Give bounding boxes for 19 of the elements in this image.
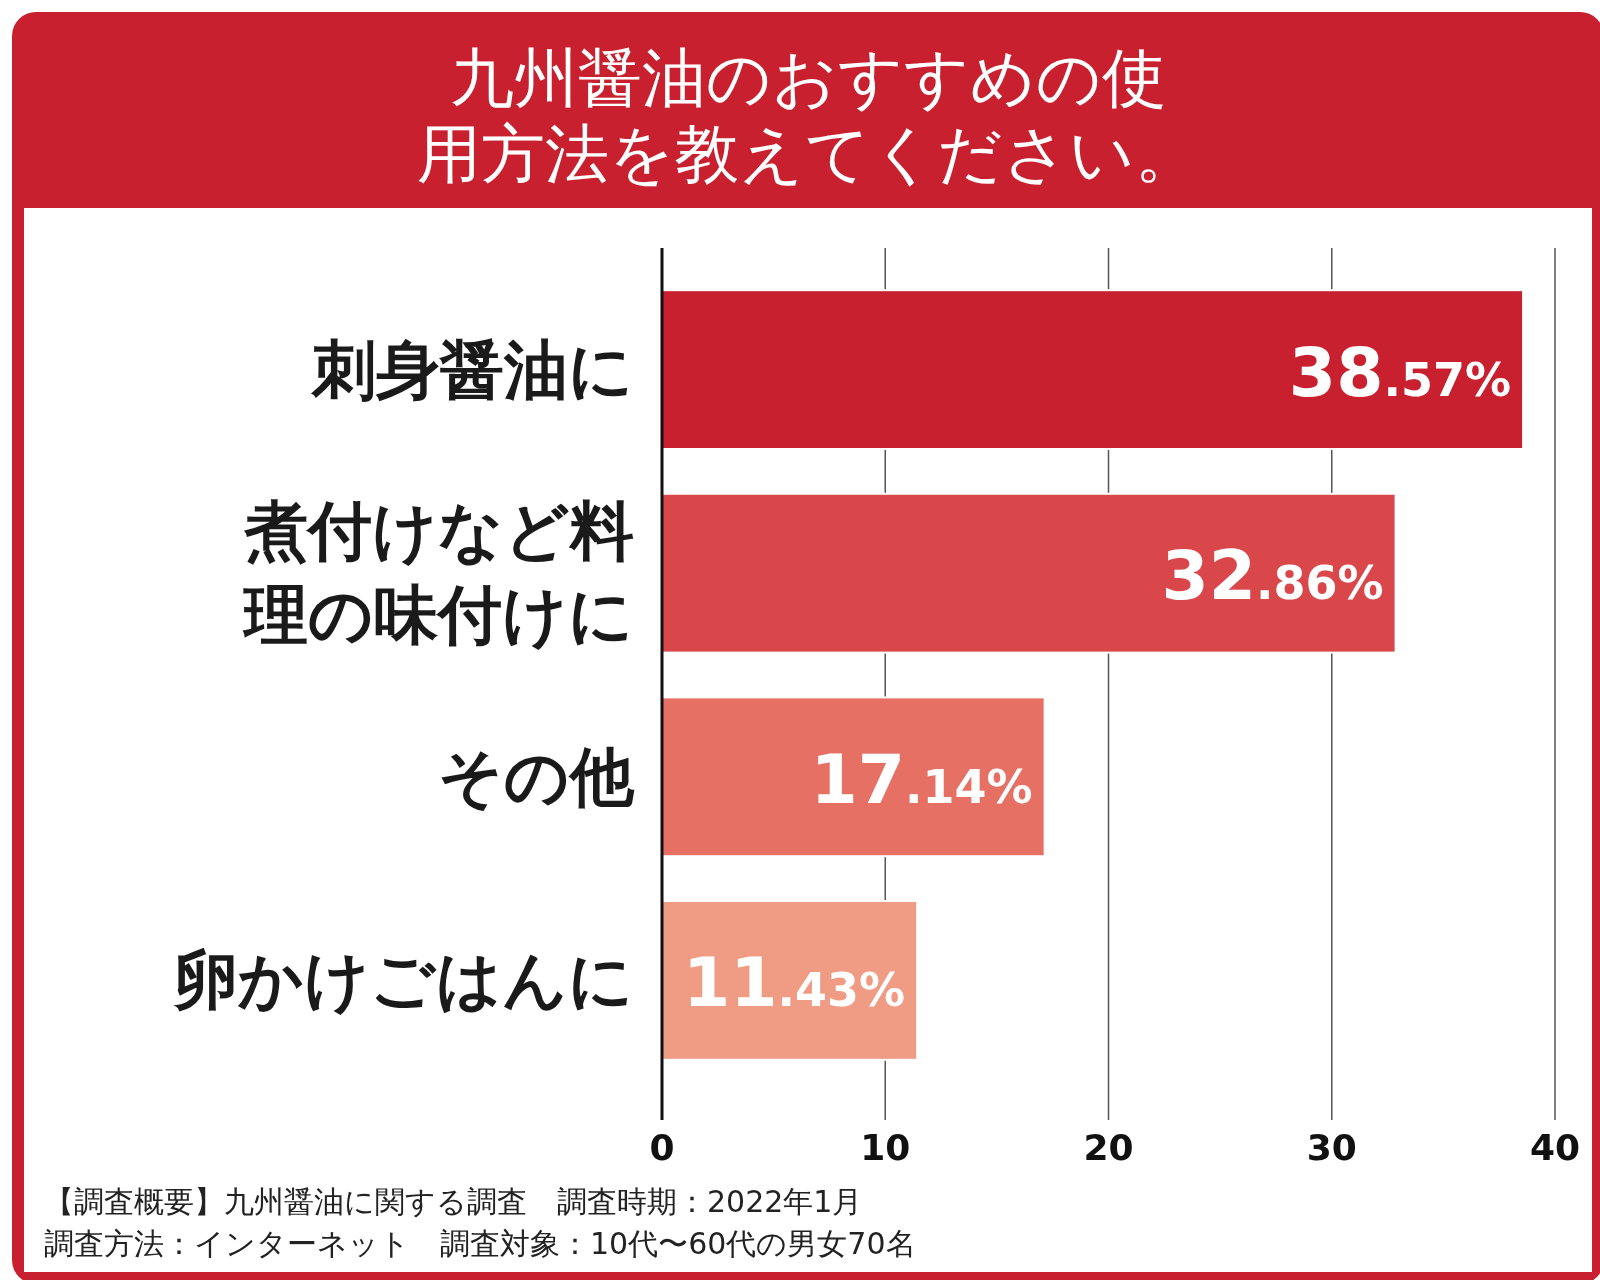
data-label: 17.14%	[810, 739, 1033, 819]
bar	[661, 289, 1525, 450]
y-tick-label: 煮付けなど料理の味付けに	[242, 494, 634, 653]
x-tick-label: 0	[649, 1127, 675, 1168]
text: 【調査概要】九州醤油に関する調査 調査時期：2022年1月	[44, 1184, 863, 1219]
y-tick-label: その他	[438, 739, 635, 814]
chart-title: 九州醤油のおすすめの使用方法を教えてください。	[417, 41, 1199, 191]
x-tick-label: 40	[1529, 1127, 1581, 1168]
text: 調査方法：インターネット 調査対象：10代〜60代の男女70名	[44, 1226, 916, 1261]
bar	[661, 696, 1046, 858]
x-tick-label: 20	[1083, 1127, 1134, 1168]
y-tick-label: 刺身醤油に	[310, 332, 634, 407]
data-label: 38.57%	[1288, 332, 1512, 412]
data-label: 32.86%	[1161, 536, 1384, 616]
x-tick-label: 30	[1306, 1127, 1357, 1168]
data-label: 11.43%	[682, 943, 906, 1023]
y-tick-label: 卵かけごはんに	[173, 943, 634, 1018]
x-tick-label: 10	[860, 1127, 911, 1168]
bar	[661, 492, 1397, 654]
